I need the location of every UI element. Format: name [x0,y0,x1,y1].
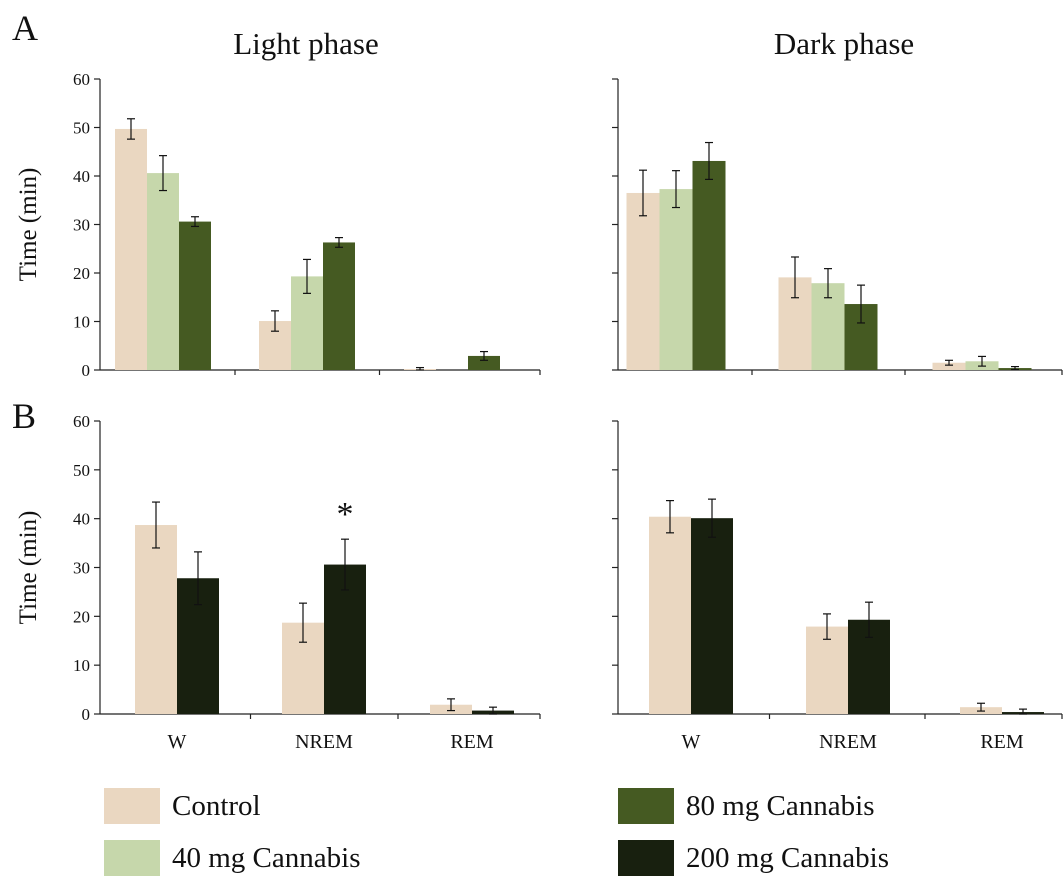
legend-swatch-40mg [104,840,160,876]
charts-layer: 0 10 20 30 40 50 60 Time (min) 0 10 20 30 40 50 60 Time… [15,70,1063,753]
significance-asterisk: * [337,496,354,533]
bar-80-mg-cannabis-w [179,221,211,370]
y-tick-label: 20 [73,264,90,283]
legend-item-80mg: 80 mg Cannabis [618,788,875,824]
bar-control-w [135,525,177,714]
legend-swatch-200mg [618,840,674,876]
panel-label-a: A [12,8,38,48]
bar-control-w [626,192,660,370]
x-category-label-rem: REM [980,731,1024,753]
legend-label-40mg: 40 mg Cannabis [172,842,361,874]
x-category-label-nrem: NREM [295,731,353,753]
chart-a-dark [612,78,1063,375]
legend-item-200mg: 200 mg Cannabis [618,840,889,876]
y-tick-label: 10 [73,313,90,332]
bar-control-w [649,516,691,714]
bar-control-rem [932,362,966,370]
bar-80-mg-cannabis-rem [468,355,500,370]
y-tick-label: 0 [82,361,91,380]
y-axis-title: Time (min) [15,511,42,625]
legend-label-80mg: 80 mg Cannabis [686,790,875,822]
column-title-dark: Dark phase [774,26,914,61]
legend-item-40mg: 40 mg Cannabis [104,840,361,876]
y-tick-label: 10 [73,656,90,675]
y-tick-label: 0 [82,705,91,724]
y-tick-label: 40 [73,167,90,186]
y-tick-label: 50 [73,461,90,480]
legend-swatch-control [104,788,160,824]
bar-80-mg-cannabis-nrem [323,242,355,370]
bar-control-nrem [806,626,848,714]
x-category-label-w: W [682,731,701,753]
column-title-light: Light phase [233,26,379,61]
y-tick-label: 30 [73,216,90,235]
chart-b-light: 0 10 20 30 40 50 60 Time (min) * W NREM REM [15,412,541,753]
panel-label-b: B [12,396,36,436]
legend-label-control: Control [172,790,261,822]
y-tick-label: 40 [73,510,90,529]
y-tick-label: 50 [73,119,90,138]
bar-40-mg-cannabis-w [659,189,693,370]
bar-control-w [115,128,147,370]
x-category-label-nrem: NREM [819,731,877,753]
bar-40-mg-cannabis-w [147,173,179,370]
x-category-label-w: W [168,731,187,753]
bar-80-mg-cannabis-w [692,160,726,370]
legend-item-control: Control [104,788,261,824]
chart-a-light: 0 10 20 30 40 50 60 Time (min) [15,70,541,380]
y-tick-label: 60 [73,412,90,431]
chart-b-dark: W NREM REM [612,420,1063,753]
y-axis-title: Time (min) [15,168,42,282]
y-tick-label: 30 [73,559,90,578]
legend-label-200mg: 200 mg Cannabis [686,842,889,874]
legend-swatch-80mg [618,788,674,824]
bar-200-mg-cannabis-w [691,518,733,714]
x-category-label-rem: REM [450,731,494,753]
y-tick-label: 20 [73,607,90,626]
y-tick-label: 60 [73,70,90,89]
